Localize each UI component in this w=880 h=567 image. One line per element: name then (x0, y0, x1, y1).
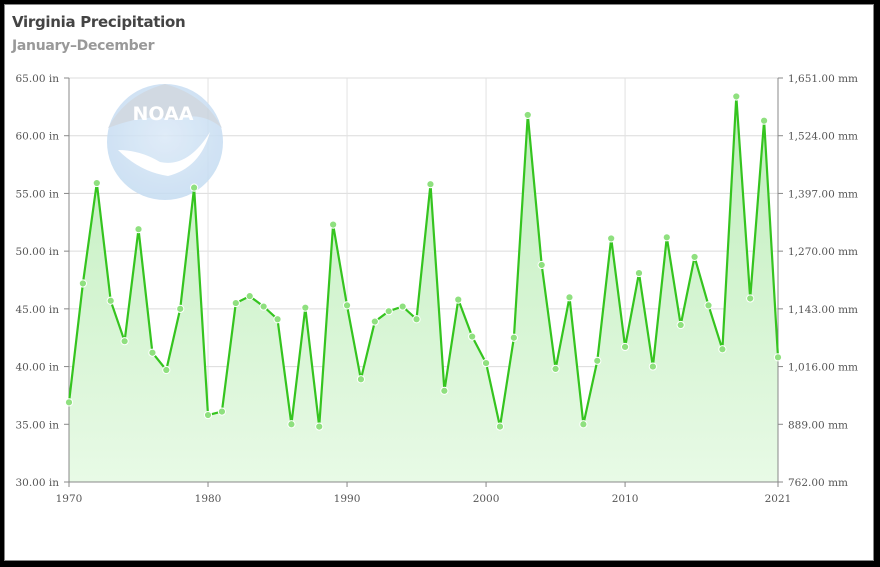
data-point[interactable] (648, 362, 657, 371)
y2-tick-label: 762.00 mm (788, 477, 848, 489)
data-point[interactable] (412, 315, 421, 324)
y2-tick-label: 1,016.00 mm (788, 362, 858, 374)
chart-subtitle: January–December (12, 38, 155, 54)
y-tick-label: 45.00 in (15, 304, 59, 316)
y2-tick-label: 1,524.00 mm (788, 131, 858, 143)
data-point[interactable] (565, 293, 574, 302)
logo-text: NOAA (133, 103, 194, 125)
y2-tick-label: 1,651.00 mm (788, 73, 858, 85)
data-point[interactable] (579, 420, 588, 429)
data-point[interactable] (342, 301, 352, 310)
data-point[interactable] (551, 364, 560, 373)
x-tick-label: 2010 (612, 493, 639, 505)
data-point[interactable] (662, 233, 671, 242)
x-tick-label: 2000 (473, 493, 500, 505)
y-tick-label: 50.00 in (15, 246, 59, 258)
y-tick-label: 65.00 in (15, 73, 59, 85)
data-points (64, 92, 783, 431)
data-point[interactable] (92, 178, 101, 188)
data-point[interactable] (676, 320, 685, 330)
data-point[interactable] (106, 296, 115, 305)
data-point[interactable] (273, 315, 282, 324)
x-tick-label: 2021 (765, 493, 792, 505)
data-point[interactable] (537, 260, 546, 270)
data-point[interactable] (426, 180, 435, 189)
data-point[interactable] (607, 234, 616, 243)
data-point[interactable] (190, 183, 199, 192)
data-point[interactable] (162, 365, 171, 375)
y2-tick-label: 1,270.00 mm (788, 246, 858, 258)
data-point[interactable] (468, 332, 477, 341)
data-point[interactable] (301, 303, 310, 312)
data-point[interactable] (203, 410, 213, 420)
data-point[interactable] (384, 307, 393, 316)
data-point[interactable] (509, 333, 518, 342)
series-path (67, 95, 780, 428)
y-tick-label: 30.00 in (15, 477, 59, 489)
data-point[interactable] (259, 302, 268, 311)
data-point[interactable] (217, 407, 227, 416)
data-point[interactable] (495, 422, 505, 431)
noaa-logo-watermark: NOAA (107, 84, 223, 200)
data-point[interactable] (454, 295, 463, 304)
data-point[interactable] (245, 292, 254, 301)
tick-labels: 30.00 in 762.00 mm 35.00 in 889.00 mm 40.00 … (15, 73, 858, 505)
data-point[interactable] (287, 420, 296, 429)
data-point[interactable] (718, 345, 727, 354)
data-point[interactable] (634, 268, 644, 278)
data-point[interactable] (231, 298, 240, 308)
data-point[interactable] (120, 337, 129, 346)
data-point[interactable] (356, 375, 366, 384)
data-point[interactable] (773, 353, 783, 362)
data-point[interactable] (148, 348, 157, 357)
x-tick-label: 1980 (195, 493, 222, 505)
y2-tick-label: 1,143.00 mm (788, 304, 858, 316)
data-point[interactable] (134, 225, 143, 234)
y2-tick-label: 1,397.00 mm (788, 188, 858, 200)
data-point[interactable] (523, 110, 532, 120)
chart-title: Virginia Precipitation (12, 13, 186, 31)
data-point[interactable] (398, 302, 407, 311)
y2-tick-label: 889.00 mm (788, 419, 848, 431)
area-fill (69, 96, 778, 482)
data-point[interactable] (315, 422, 324, 431)
data-point[interactable] (481, 359, 491, 368)
y-tick-label: 60.00 in (15, 131, 59, 143)
data-point[interactable] (620, 342, 630, 352)
data-point[interactable] (704, 301, 713, 310)
data-point[interactable] (440, 386, 449, 395)
x-tick-label: 1990 (334, 493, 361, 505)
y-tick-label: 40.00 in (15, 362, 59, 374)
y-tick-label: 35.00 in (15, 419, 59, 431)
data-point[interactable] (370, 317, 379, 326)
data-point[interactable] (329, 220, 338, 229)
data-point[interactable] (78, 279, 88, 288)
y-tick-label: 55.00 in (15, 188, 59, 200)
data-point[interactable] (690, 252, 699, 262)
data-point[interactable] (176, 304, 185, 313)
data-point[interactable] (593, 356, 602, 365)
x-tick-label: 1970 (56, 493, 83, 505)
series-line (67, 95, 780, 428)
data-point[interactable] (746, 294, 755, 303)
axes (64, 77, 783, 487)
data-point[interactable] (732, 92, 741, 101)
data-point[interactable] (759, 116, 769, 125)
area-shape (69, 96, 778, 482)
data-point[interactable] (64, 398, 74, 407)
